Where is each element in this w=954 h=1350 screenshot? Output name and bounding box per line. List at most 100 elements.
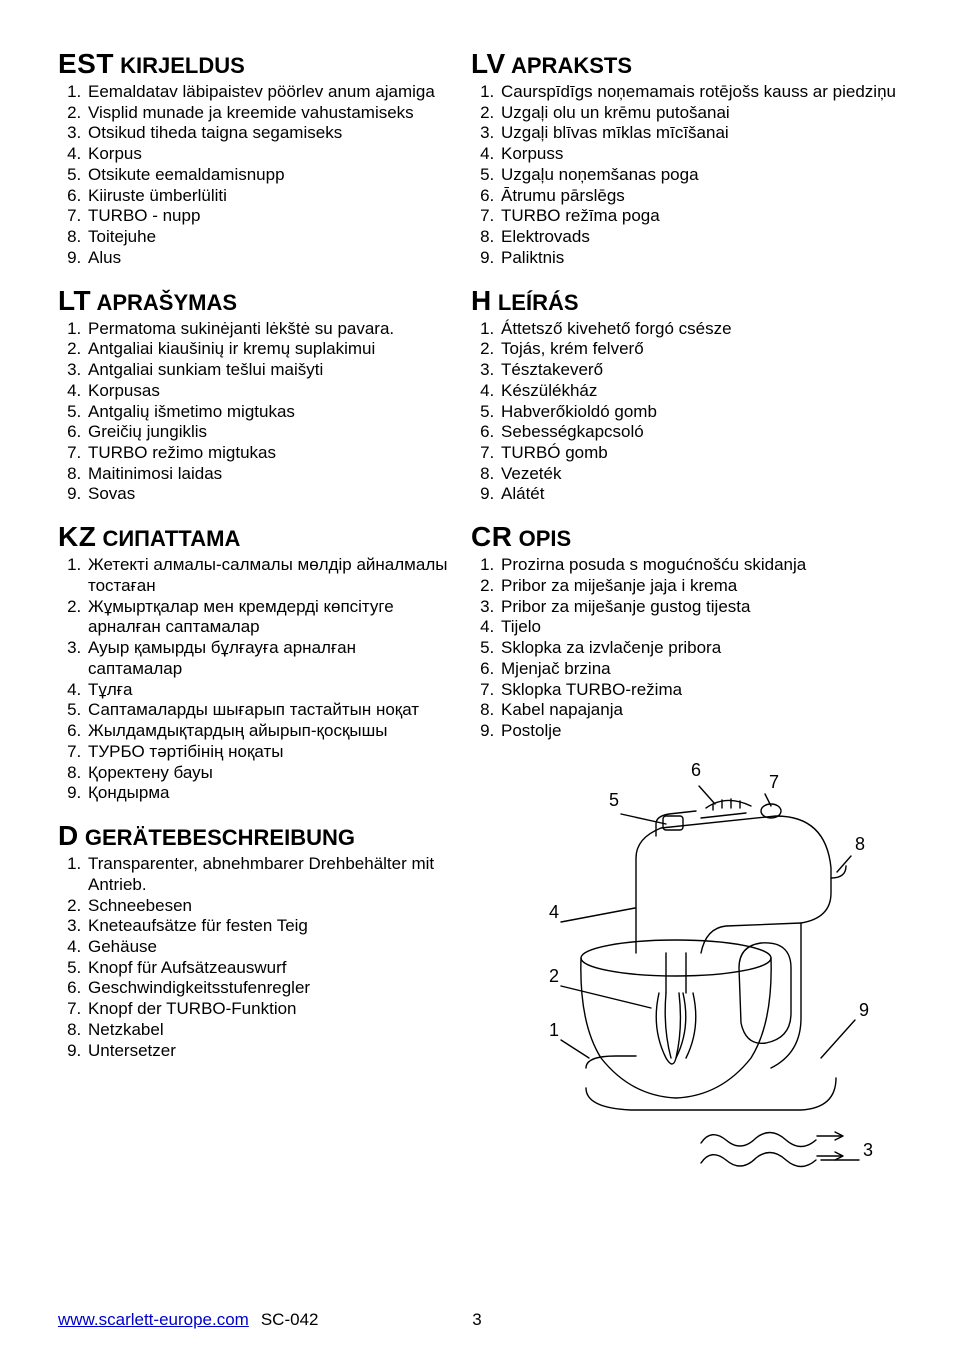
list-item: Postolje: [499, 721, 896, 742]
description-section-kz: KZ СИПАТТАМАЖетекті алмалы-салмалы мөлді…: [58, 521, 451, 804]
list-item: Antgaliai sunkiam tešlui maišyti: [86, 360, 451, 381]
list-item: Қоректену бауы: [86, 763, 451, 784]
section-heading: LV APRAKSTS: [471, 48, 896, 80]
language-code: H: [471, 285, 492, 316]
description-section-lt: LT APRAŠYMASPermatoma sukinėjanti lėkštė…: [58, 285, 451, 506]
list-item: TURBO režīma poga: [499, 206, 896, 227]
section-heading: EST KIRJELDUS: [58, 48, 451, 80]
list-item: Саптамаларды шығарып тастайтын ноқат: [86, 700, 451, 721]
description-section-est: EST KIRJELDUSEemaldatav läbipaistev pöör…: [58, 48, 451, 269]
section-title: СИПАТТАМА: [102, 526, 240, 551]
diagram-label-8: 8: [855, 834, 865, 854]
list-item: Toitejuhe: [86, 227, 451, 248]
description-section-h: H LEÍRÁSÁttetsző kivehető forgó csészeTo…: [471, 285, 896, 506]
description-section-cr: CR OPISProzirna posuda s mogućnošću skid…: [471, 521, 896, 742]
section-heading: LT APRAŠYMAS: [58, 285, 451, 317]
list-item: Schneebesen: [86, 896, 451, 917]
section-heading: D GERÄTEBESCHREIBUNG: [58, 820, 451, 852]
diagram-label-3: 3: [863, 1140, 873, 1160]
list-item: Sovas: [86, 484, 451, 505]
parts-list: Áttetsző kivehető forgó csészeTojás, kré…: [471, 319, 896, 506]
list-item: Caurspīdīgs noņemamais rotējošs kauss ar…: [499, 82, 896, 103]
list-item: Készülékház: [499, 381, 896, 402]
list-item: Knopf der TURBO-Funktion: [86, 999, 451, 1020]
list-item: Otsikute eemaldamisnupp: [86, 165, 451, 186]
footer-url-link[interactable]: www.scarlett-europe.com: [58, 1310, 249, 1330]
list-item: Sebességkapcsoló: [499, 422, 896, 443]
list-item: Permatoma sukinėjanti lėkštė su pavara.: [86, 319, 451, 340]
list-item: Tijelo: [499, 617, 896, 638]
language-code: LT: [58, 285, 91, 316]
section-title: APRAŠYMAS: [96, 290, 237, 315]
list-item: Eemaldatav läbipaistev pöörlev anum ajam…: [86, 82, 451, 103]
section-title: LEÍRÁS: [498, 290, 579, 315]
list-item: Жылдамдықтардың айырып-қосқышы: [86, 721, 451, 742]
list-item: Elektrovads: [499, 227, 896, 248]
list-item: Otsikud tiheda taigna segamiseks: [86, 123, 451, 144]
list-item: Visplid munade ja kreemide vahustamiseks: [86, 103, 451, 124]
list-item: Antgalių išmetimo migtukas: [86, 402, 451, 423]
list-item: TURBO režimo migtukas: [86, 443, 451, 464]
diagram-label-4: 4: [549, 902, 559, 922]
list-item: Pribor za miješanje gustog tijesta: [499, 597, 896, 618]
list-item: Тұлға: [86, 680, 451, 701]
list-item: Kneteaufsätze für festen Teig: [86, 916, 451, 937]
list-item: Жұмыртқалар мен кремдерді көпсітуге арна…: [86, 597, 451, 638]
section-heading: KZ СИПАТТАМА: [58, 521, 451, 553]
section-title: KIRJELDUS: [120, 53, 245, 78]
list-item: Habverőkioldó gomb: [499, 402, 896, 423]
list-item: Kiiruste ümberlüliti: [86, 186, 451, 207]
language-code: EST: [58, 48, 114, 79]
list-item: Kabel napajanja: [499, 700, 896, 721]
list-item: Paliktnis: [499, 248, 896, 269]
list-item: Mjenjač brzina: [499, 659, 896, 680]
diagram-label-2: 2: [549, 966, 559, 986]
parts-list: Caurspīdīgs noņemamais rotējošs kauss ar…: [471, 82, 896, 269]
list-item: Knopf für Aufsätzeauswurf: [86, 958, 451, 979]
parts-list: Prozirna posuda s mogućnošću skidanjaPri…: [471, 555, 896, 742]
list-item: Netzkabel: [86, 1020, 451, 1041]
list-item: Antgaliai kiaušinių ir kremų suplakimui: [86, 339, 451, 360]
list-item: Korpusas: [86, 381, 451, 402]
section-title: GERÄTEBESCHREIBUNG: [85, 825, 355, 850]
parts-list: Transparenter, abnehmbarer Drehbehälter …: [58, 854, 451, 1061]
parts-list: Permatoma sukinėjanti lėkštė su pavara.A…: [58, 319, 451, 506]
footer-model: SC-042: [261, 1310, 319, 1330]
section-title: APRAKSTS: [511, 53, 632, 78]
list-item: Pribor za miješanje jaja i krema: [499, 576, 896, 597]
list-item: Sklopka TURBO-režima: [499, 680, 896, 701]
diagram-label-6: 6: [691, 760, 701, 780]
list-item: Ауыр қамырды бұлғауға арналған саптамала…: [86, 638, 451, 679]
language-code: KZ: [58, 521, 96, 552]
list-item: Prozirna posuda s mogućnošću skidanja: [499, 555, 896, 576]
list-item: ТУРБО тәртібінің ноқаты: [86, 742, 451, 763]
list-item: Transparenter, abnehmbarer Drehbehälter …: [86, 854, 451, 895]
list-item: Sklopka za izvlačenje pribora: [499, 638, 896, 659]
list-item: Korpuss: [499, 144, 896, 165]
list-item: Uzgaļi blīvas mīklas mīcīšanai: [499, 123, 896, 144]
list-item: Alus: [86, 248, 451, 269]
list-item: Greičių jungiklis: [86, 422, 451, 443]
list-item: Uzgaļi olu un krēmu putošanai: [499, 103, 896, 124]
list-item: Korpus: [86, 144, 451, 165]
list-item: Қондырма: [86, 783, 451, 804]
language-code: LV: [471, 48, 506, 79]
list-item: Tésztakeverő: [499, 360, 896, 381]
list-item: Gehäuse: [86, 937, 451, 958]
diagram-label-7: 7: [769, 772, 779, 792]
mixer-diagram: 123456789: [501, 758, 896, 1193]
parts-list: Жетекті алмалы-салмалы мөлдір айналмалы …: [58, 555, 451, 804]
diagram-label-1: 1: [549, 1020, 559, 1040]
section-heading: H LEÍRÁS: [471, 285, 896, 317]
diagram-label-9: 9: [859, 1000, 869, 1020]
language-code: CR: [471, 521, 512, 552]
page-footer: www.scarlett-europe.com SC-042 3: [58, 1310, 896, 1330]
list-item: TURBÓ gomb: [499, 443, 896, 464]
list-item: TURBO - nupp: [86, 206, 451, 227]
list-item: Tojás, krém felverő: [499, 339, 896, 360]
list-item: Vezeték: [499, 464, 896, 485]
list-item: Geschwindigkeitsstufenregler: [86, 978, 451, 999]
description-section-lv: LV APRAKSTSCaurspīdīgs noņemamais rotējo…: [471, 48, 896, 269]
list-item: Uzgaļu noņemšanas poga: [499, 165, 896, 186]
list-item: Untersetzer: [86, 1041, 451, 1062]
